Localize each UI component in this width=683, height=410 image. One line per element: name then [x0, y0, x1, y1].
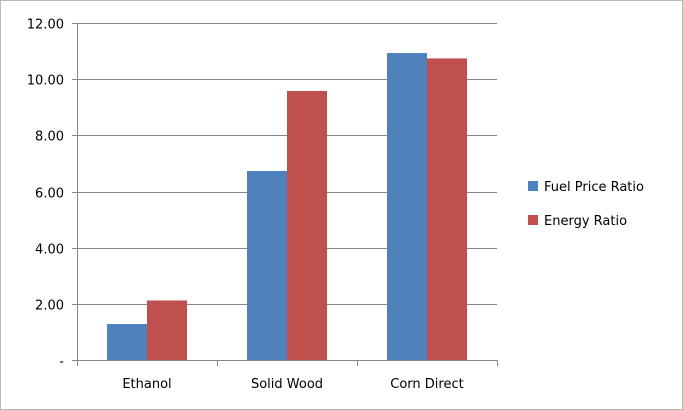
- legend-swatch: [528, 215, 538, 225]
- x-category-label: Solid Wood: [251, 377, 323, 392]
- legend-swatch: [528, 181, 538, 191]
- bar-energy-ratio-corn-direct: [427, 58, 467, 360]
- y-tick-label: 4.00: [35, 243, 64, 258]
- bar-energy-ratio-solid-wood: [287, 90, 327, 360]
- y-tick-labels: - 2.00 4.00 6.00 8.00 10.00 12.00: [27, 18, 65, 370]
- bar-fuel-price-ratio-corn-direct: [387, 53, 427, 361]
- y-tick-label: 2.00: [35, 299, 64, 314]
- x-category-labels: Ethanol Solid Wood Corn Direct: [122, 377, 463, 392]
- legend-label: Fuel Price Ratio: [544, 180, 644, 195]
- bars: [107, 53, 467, 361]
- bar-fuel-price-ratio-solid-wood: [247, 170, 287, 360]
- legend-label: Energy Ratio: [544, 214, 627, 229]
- y-tick-label: 8.00: [35, 130, 64, 145]
- y-tick-label: 12.00: [27, 18, 64, 33]
- legend: Fuel Price Ratio Energy Ratio: [528, 180, 644, 229]
- bar-energy-ratio-ethanol: [147, 300, 187, 360]
- x-category-label: Corn Direct: [390, 377, 463, 392]
- x-category-label: Ethanol: [122, 377, 171, 392]
- y-tick-label: 6.00: [35, 187, 64, 202]
- axes: [72, 23, 498, 366]
- bar-fuel-price-ratio-ethanol: [107, 324, 147, 360]
- y-tick-label: 10.00: [27, 74, 64, 89]
- y-tick-label: -: [59, 355, 64, 370]
